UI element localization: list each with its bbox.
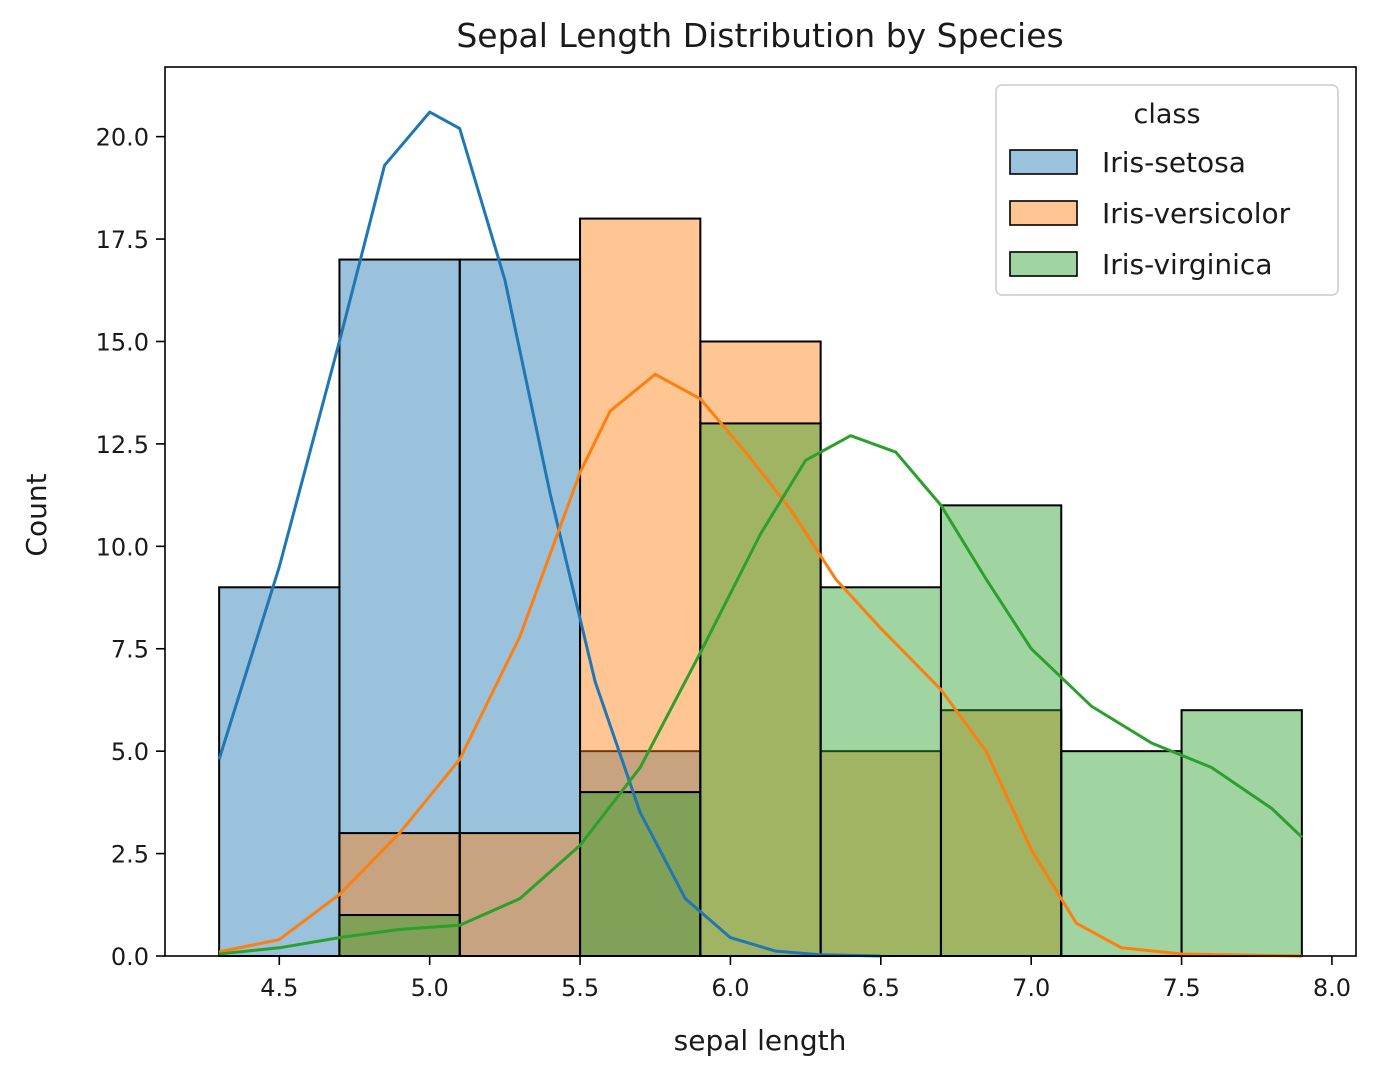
y-tick-label: 5.0 xyxy=(111,738,149,766)
bar-iris-virginica-bin-5 xyxy=(819,586,942,958)
legend-box xyxy=(995,84,1339,296)
x-tick-label: 7.0 xyxy=(1012,974,1050,1002)
legend-label-iris-virginica: Iris-virginica xyxy=(1102,248,1273,281)
y-tick-label: 0.0 xyxy=(111,943,149,971)
bar-iris-virginica-bin-7 xyxy=(1060,750,1183,958)
plot-area: 4.5 5.0 5.5 6.0 6.5 7.0 7.5 8.0 0.0 2.5 5.0 7.5 10.0… xyxy=(96,66,1357,1002)
bar-iris-versicolor-bin-6 xyxy=(939,709,1063,957)
x-tick-label: 8.0 xyxy=(1313,974,1351,1002)
legend-label-iris-versicolor: Iris-versicolor xyxy=(1102,197,1291,230)
x-tick-label: 6.0 xyxy=(711,974,749,1002)
legend-label-iris-setosa: Iris-setosa xyxy=(1102,146,1246,179)
legend: class Iris-setosa Iris-versicolor Iris-virg… xyxy=(995,84,1339,296)
legend-swatch-iris-virginica xyxy=(1009,251,1078,277)
y-axis-label: Count xyxy=(20,473,53,556)
legend-title: class xyxy=(1133,99,1200,130)
bar-iris-virginica-bin-6 xyxy=(939,504,1063,957)
y-tick-label: 10.0 xyxy=(96,533,149,561)
x-tick-label: 4.5 xyxy=(260,974,298,1002)
x-axis-label: sepal length xyxy=(674,1024,847,1057)
legend-swatch-iris-setosa xyxy=(1009,149,1078,175)
kde-line-iris-virginica xyxy=(218,434,1303,956)
x-tick-label: 6.5 xyxy=(862,974,900,1002)
bar-iris-setosa-bin-2 xyxy=(458,258,582,957)
kde-line-iris-setosa xyxy=(217,110,881,958)
y-tick-label: 20.0 xyxy=(96,124,149,152)
bar-iris-virginica-bin-3 xyxy=(579,791,702,957)
x-tick-label: 5.5 xyxy=(561,974,599,1002)
legend-swatch-iris-versicolor xyxy=(1009,200,1078,226)
kde-line-iris-versicolor xyxy=(218,372,1302,958)
y-tick-label: 2.5 xyxy=(111,841,149,869)
y-tick-label: 15.0 xyxy=(96,328,149,356)
y-tick-label: 12.5 xyxy=(96,431,149,459)
bar-iris-setosa-bin-1 xyxy=(338,258,461,957)
bar-iris-versicolor-bin-2 xyxy=(458,832,582,958)
bar-iris-setosa-bin-3 xyxy=(579,750,702,958)
bar-iris-setosa-bin-0 xyxy=(218,586,341,958)
y-tick-label: 17.5 xyxy=(96,226,149,254)
x-tick-label: 7.5 xyxy=(1162,974,1200,1002)
chart-title: Sepal Length Distribution by Species xyxy=(456,16,1063,55)
y-tick-label: 7.5 xyxy=(111,636,149,664)
bar-iris-virginica-bin-4 xyxy=(699,422,822,957)
axes-frame xyxy=(164,66,1357,957)
x-tick-label: 5.0 xyxy=(411,974,449,1002)
bar-iris-virginica-bin-8 xyxy=(1180,709,1303,957)
